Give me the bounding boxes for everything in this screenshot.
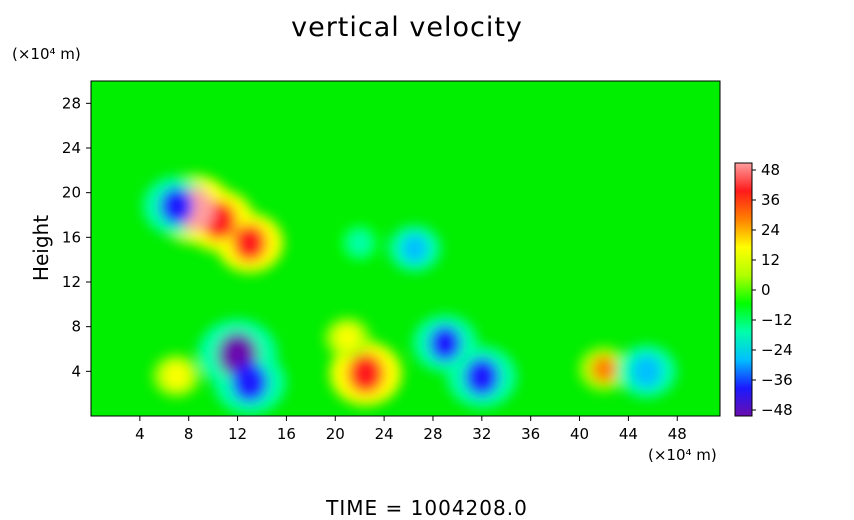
colorbar-tick-label: −48	[761, 401, 793, 419]
field-feature	[401, 234, 428, 263]
y-tick-label: 4	[71, 362, 81, 380]
time-label: TIME = 1004208.0	[326, 496, 528, 520]
field-feature	[429, 325, 462, 362]
x-tick-label: 20	[326, 425, 345, 443]
y-tick-label: 16	[62, 228, 81, 246]
x-tick-label: 12	[228, 425, 247, 443]
field-feature	[348, 230, 371, 256]
y-axis: 4 8 12 16 20 24 28	[62, 94, 91, 380]
colorbar-tick-label: 24	[761, 221, 780, 239]
field-feature	[347, 353, 384, 394]
field-feature	[464, 357, 500, 397]
y-tick-label: 28	[62, 94, 81, 112]
field-feature	[336, 325, 359, 351]
field-feature	[233, 224, 267, 262]
field-feature	[231, 362, 268, 403]
y-tick-label: 24	[62, 139, 81, 157]
colorbar-tick-label: 12	[761, 251, 780, 269]
y-tick-label: 12	[62, 273, 81, 291]
x-tick-label: 40	[570, 425, 589, 443]
x-tick-label: 32	[472, 425, 491, 443]
y-tick-label: 8	[71, 318, 81, 336]
colorbar-axis: 48 36 24 12 0 −12 −24 −36 −48	[752, 161, 793, 419]
field-layer	[143, 175, 677, 415]
colorbar-tick-label: 36	[761, 191, 780, 209]
colorbar-tick-label: −12	[761, 311, 793, 329]
colorbar	[734, 162, 753, 417]
chart-title: vertical velocity	[291, 12, 523, 43]
x-axis-unit: (×10⁴ m)	[648, 446, 717, 464]
x-tick-label: 8	[184, 425, 194, 443]
x-axis: 4 8 12 16 20 24 28 32 36 40 44 48	[135, 416, 687, 443]
x-tick-label: 44	[619, 425, 638, 443]
colorbar-tick-label: 0	[761, 281, 771, 299]
plot-frame	[90, 80, 721, 417]
colorbar-tick-label: 48	[761, 161, 780, 179]
field-feature	[159, 187, 194, 225]
x-tick-label: 36	[521, 425, 540, 443]
field-feature	[164, 362, 189, 389]
y-tick-label: 20	[62, 184, 81, 202]
x-tick-label: 4	[135, 425, 145, 443]
x-tick-label: 48	[668, 425, 687, 443]
x-tick-label: 28	[423, 425, 442, 443]
x-tick-label: 24	[375, 425, 394, 443]
y-axis-unit: (×10⁴ m)	[12, 45, 81, 63]
x-tick-label: 16	[277, 425, 296, 443]
field-feature	[591, 355, 617, 383]
colorbar-tick-label: −36	[761, 371, 793, 389]
colorbar-tick-label: −24	[761, 341, 793, 359]
field-feature	[631, 354, 662, 388]
